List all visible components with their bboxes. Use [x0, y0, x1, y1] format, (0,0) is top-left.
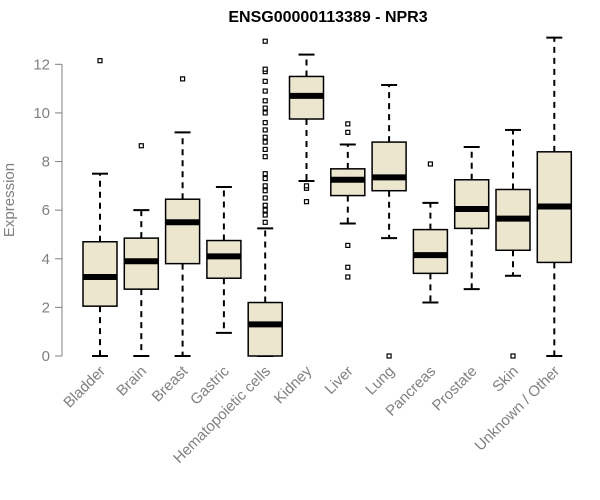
category-label: Breast: [149, 362, 192, 405]
outlier-point: [303, 183, 310, 189]
iqr-box: [371, 141, 407, 192]
outlier-point: [262, 110, 268, 116]
outlier-point: [262, 38, 268, 44]
y-tick-label: 8: [42, 154, 50, 171]
outlier-point: [262, 202, 268, 208]
iqr-box: [453, 179, 490, 230]
y-tick-label: 0: [42, 348, 50, 365]
outlier-point: [345, 242, 351, 248]
outlier-point: [138, 143, 144, 149]
outlier-point: [262, 175, 268, 182]
box-group: [371, 83, 407, 359]
outlier-point: [303, 199, 310, 205]
box-group: [247, 38, 283, 357]
outlier-point: [262, 105, 268, 111]
outlier-point: [262, 154, 268, 160]
outlier-point: [262, 212, 268, 218]
category-label: Prostate: [429, 363, 481, 415]
outlier-point: [345, 129, 351, 135]
outlier-point: [345, 121, 351, 127]
outlier-point: [262, 207, 268, 213]
box-group: [288, 53, 325, 205]
outlier-point: [510, 353, 516, 359]
iqr-box: [412, 228, 449, 275]
category-label: Bladder: [60, 363, 109, 412]
outlier-point: [262, 188, 268, 194]
outlier-point: [262, 120, 268, 126]
outlier-point: [345, 264, 351, 270]
outlier-point: [262, 219, 268, 225]
box-group: [536, 36, 573, 357]
iqr-box: [206, 239, 242, 279]
box-group: [123, 143, 160, 357]
outlier-point: [262, 127, 268, 133]
y-axis-title: Expression: [1, 163, 18, 237]
outlier-point: [180, 76, 186, 82]
chart-title: ENSG00000113389 - NPR3: [228, 9, 427, 26]
outlier-point: [345, 274, 351, 280]
outlier-point: [262, 88, 268, 94]
category-label: Kidney: [271, 362, 316, 407]
outlier-point: [427, 161, 433, 167]
y-tick-label: 12: [33, 56, 50, 73]
y-tick-label: 6: [42, 202, 50, 219]
iqr-box: [247, 301, 283, 357]
box-group: [164, 76, 201, 357]
iqr-box: [82, 241, 118, 307]
category-label: Liver: [322, 363, 357, 398]
y-tick-label: 2: [42, 299, 50, 316]
box-group: [206, 186, 242, 334]
box-group: [82, 58, 118, 357]
category-label: Lung: [362, 363, 398, 399]
outlier-point: [262, 66, 268, 72]
boxes-layer: [82, 36, 573, 359]
box-group: [453, 145, 490, 291]
y-tick-label: 10: [33, 105, 50, 122]
box-group: [412, 161, 449, 304]
category-label: Skin: [489, 363, 522, 396]
box-group: [330, 121, 366, 280]
iqr-box: [164, 198, 201, 265]
outlier-point: [262, 134, 268, 140]
y-axis: 0 2 4 6 8 10 12: [33, 56, 63, 365]
outlier-point: [262, 139, 268, 145]
category-label: Brain: [113, 363, 150, 400]
y-tick-label: 4: [42, 251, 50, 268]
box-group: [495, 128, 531, 359]
outlier-point: [262, 195, 268, 201]
outlier-point: [262, 146, 268, 152]
outlier-point: [262, 183, 268, 189]
outlier-point: [262, 171, 268, 177]
outlier-point: [262, 98, 268, 104]
outlier-point: [97, 58, 103, 64]
outlier-point: [262, 78, 268, 84]
outlier-point: [386, 353, 392, 359]
